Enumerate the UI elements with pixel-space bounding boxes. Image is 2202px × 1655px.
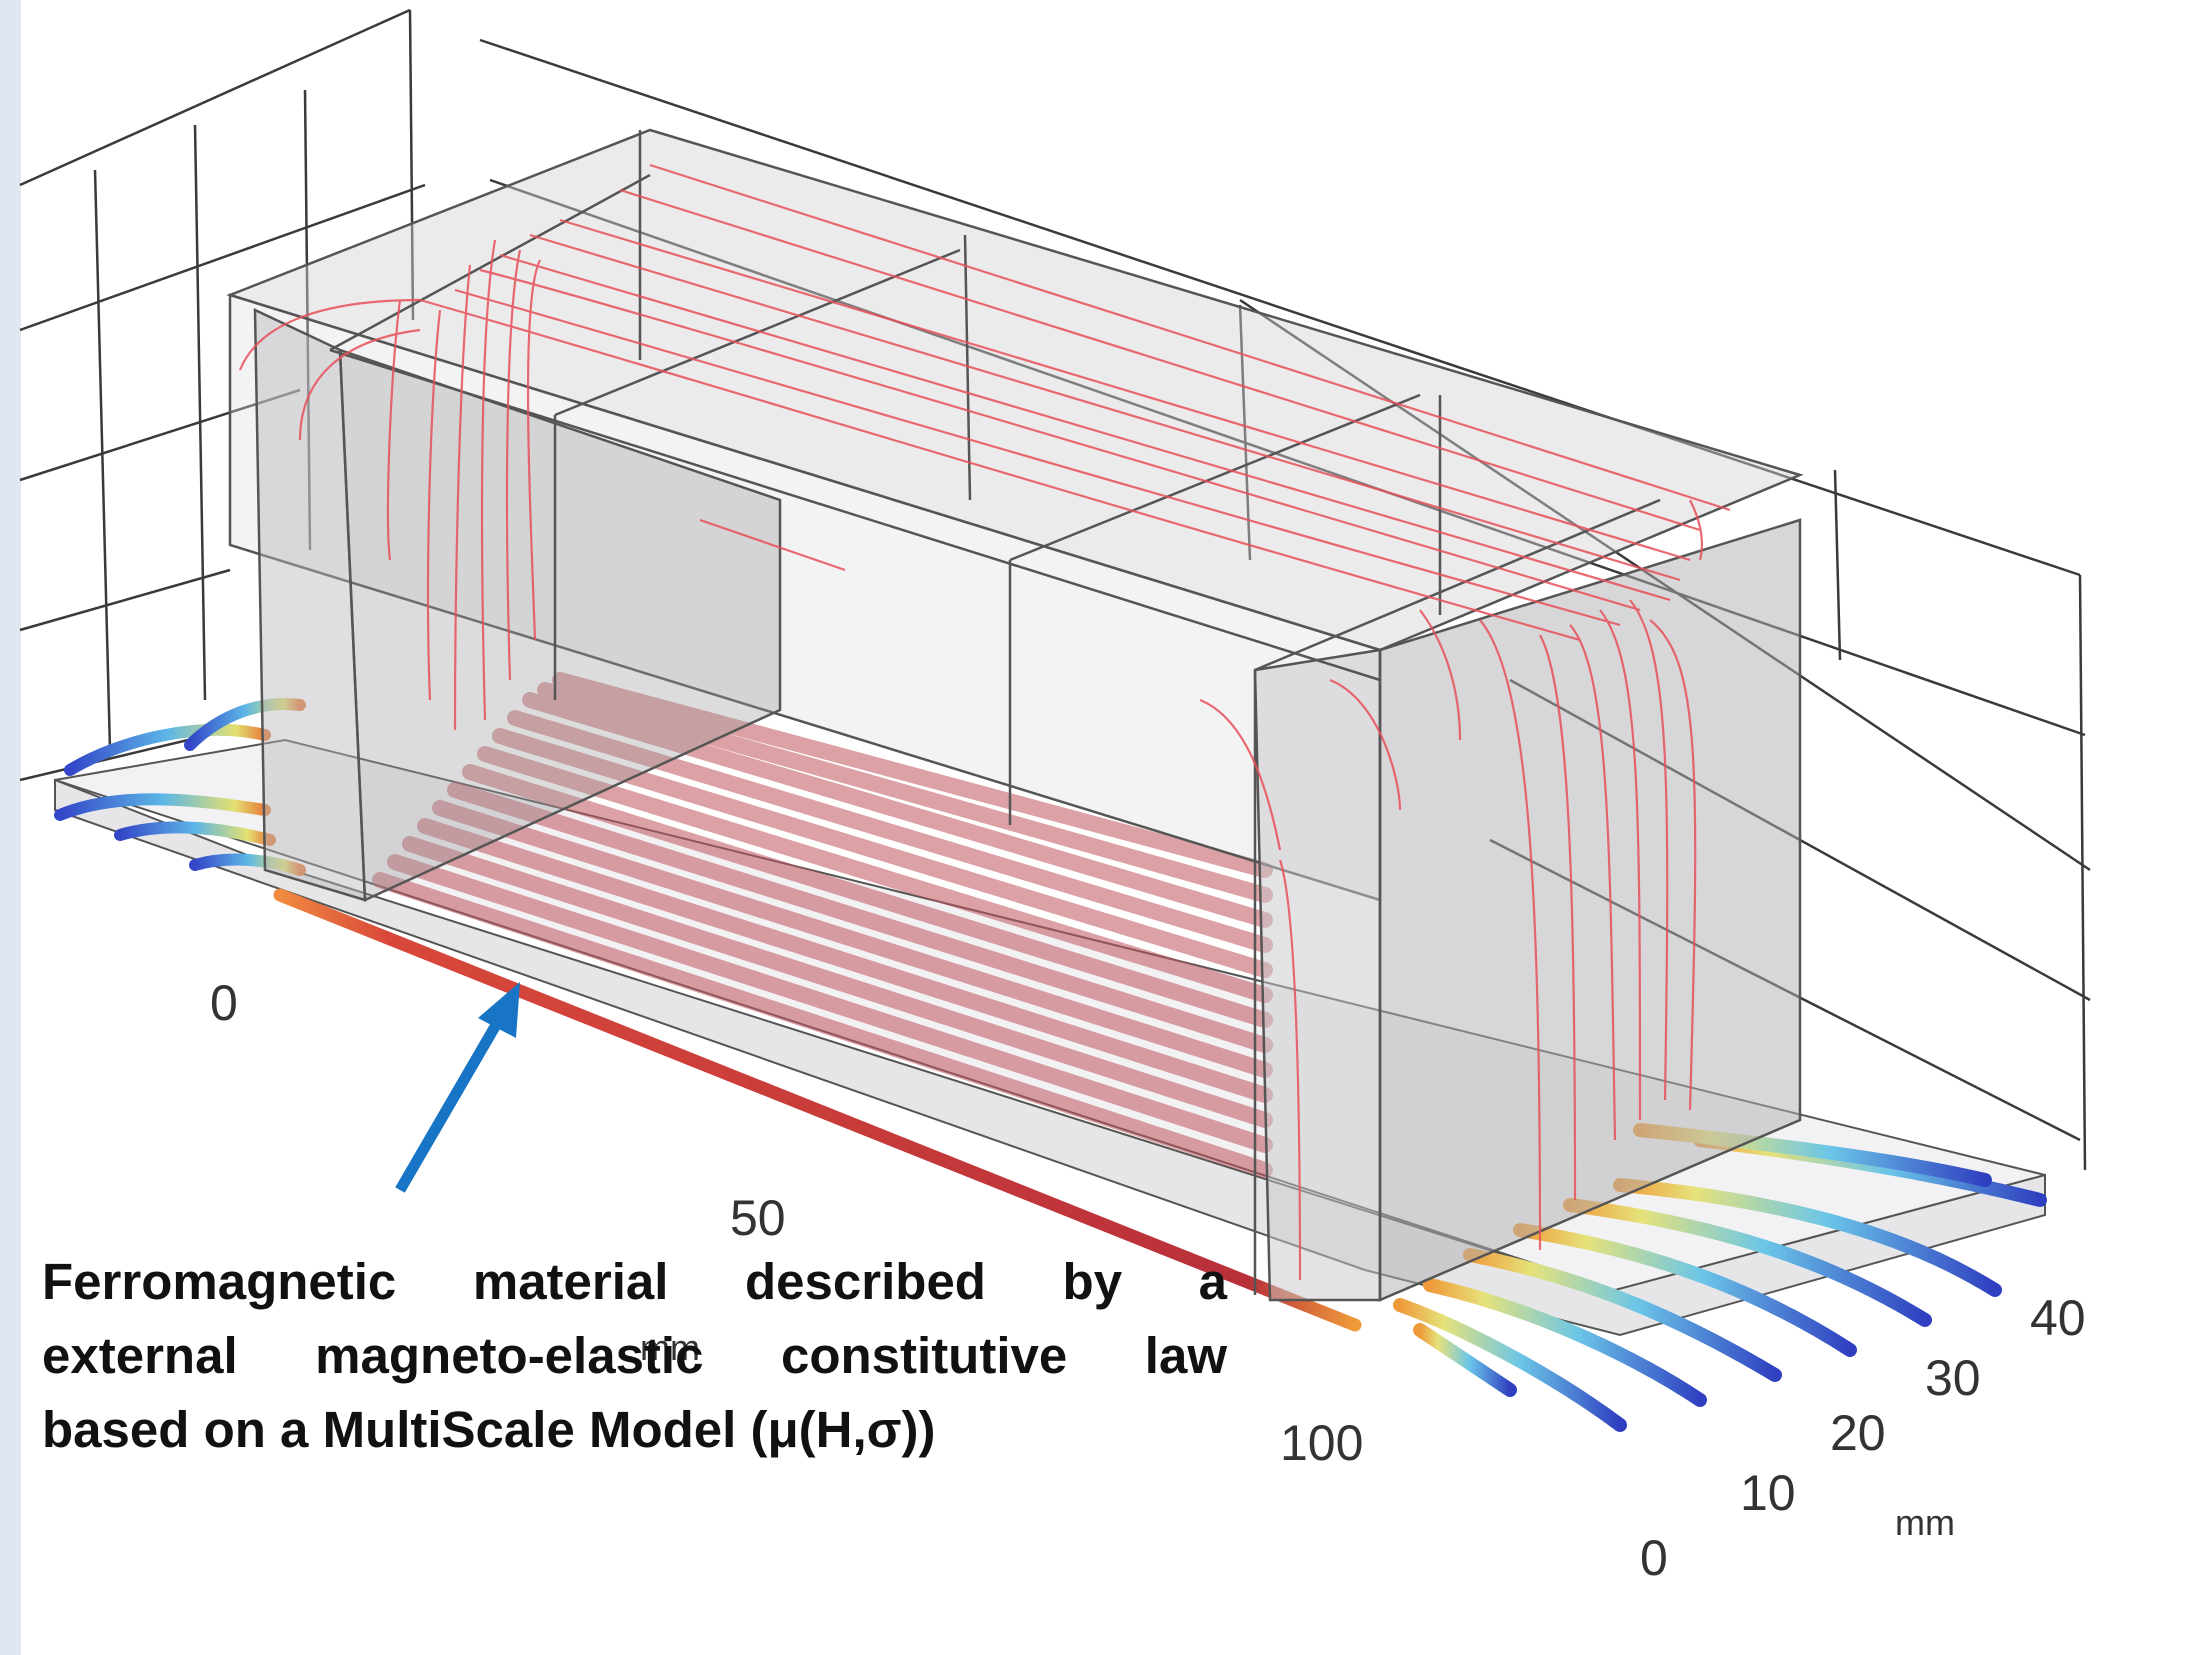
- x-tick-label: 0: [210, 975, 238, 1031]
- y-axis: 0 10 20 30 40 mm: [1640, 1290, 2086, 1586]
- y-axis-unit: mm: [1895, 1502, 1955, 1543]
- y-tick-label: 10: [1740, 1465, 1796, 1521]
- y-tick-label: 20: [1830, 1405, 1886, 1461]
- annotation-line-1: Ferromagnetic material described by a: [42, 1253, 1227, 1310]
- x-tick-label: 50: [730, 1190, 786, 1246]
- y-tick-label: 0: [1640, 1530, 1668, 1586]
- field-lines: [238, 163, 1731, 1281]
- magnetic-core: [226, 128, 1804, 1302]
- x-axis-unit: mm: [640, 1327, 700, 1368]
- annotation-line-3: based on a MultiScale Model (μ(H,σ)): [42, 1401, 936, 1458]
- x-axis: 0 50 100 mm: [210, 975, 1363, 1471]
- x-tick-label: 100: [1280, 1415, 1363, 1471]
- slide-edge-strip: [0, 0, 21, 1655]
- y-tick-label: 40: [2030, 1290, 2086, 1346]
- y-tick-label: 30: [1925, 1350, 1981, 1406]
- annotation-text: Ferromagnetic material described by a ex…: [42, 1245, 1227, 1467]
- annotation-line-2: external magneto-elastic constitutive la…: [42, 1327, 1227, 1384]
- annotation-arrow: [395, 982, 520, 1193]
